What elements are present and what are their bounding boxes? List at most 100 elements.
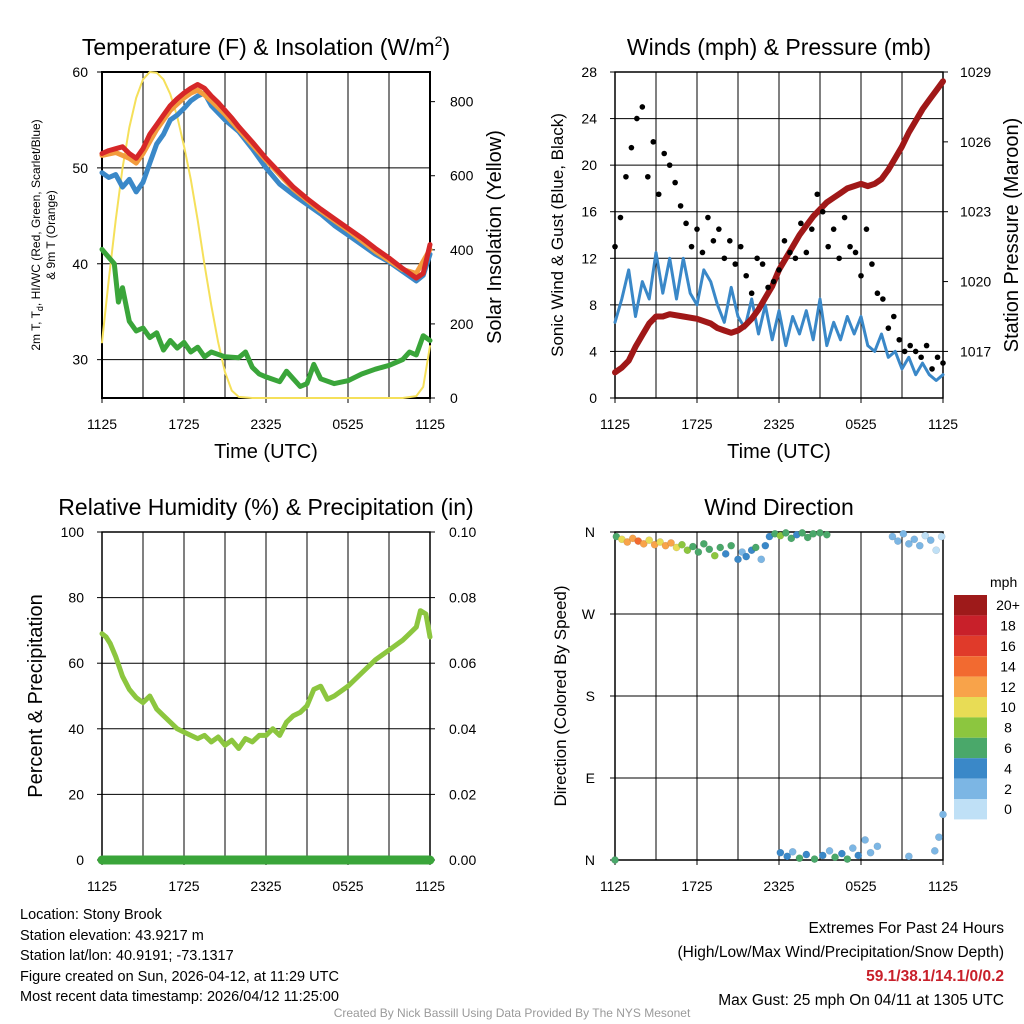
winds-gust-point <box>688 243 695 250</box>
winds-xtick-label: 1125 <box>600 416 630 432</box>
direction-point <box>689 542 697 551</box>
direction-point <box>904 539 913 548</box>
direction-ylabel: Direction (Colored By Speed) <box>551 585 570 806</box>
direction-ytick-label: N <box>585 852 595 868</box>
winds-gust-point <box>628 144 635 151</box>
temperature-y2tick-label: 200 <box>450 316 474 332</box>
direction-point <box>699 539 708 548</box>
created-label: Figure created on Sun, 2026-04-12, at 11… <box>20 968 339 985</box>
winds-gust-point <box>650 139 657 145</box>
colorbar-swatch <box>954 595 987 616</box>
temperature-title-text: Temperature (F) & Insolation (W/m <box>82 34 435 60</box>
winds-xtick-label: 1125 <box>928 416 958 432</box>
winds-gust-point <box>759 261 766 267</box>
temperature-y2tick-label: 600 <box>450 168 474 184</box>
colorbar-swatch <box>954 656 987 677</box>
temperature-y2tick-label: 0 <box>450 390 458 406</box>
humidity-xtick-label: 1725 <box>168 878 199 894</box>
winds-y2tick-label: 1023 <box>960 204 991 220</box>
colorbar-label: 16 <box>1000 638 1016 654</box>
temperature-ylabel-suffix: , HI/WC (Red, Green, Scarlet/Blue) <box>29 119 43 306</box>
direction-colorbar: mph 20+ 18 16 14 12 10 8 6 4 2 0 <box>954 574 1020 820</box>
humidity-xtick-label: 2325 <box>250 878 281 894</box>
direction-xtick-label: 1725 <box>681 878 712 894</box>
winds-gust-point <box>847 243 853 250</box>
direction-point <box>787 534 796 543</box>
winds-y2tick-label: 1017 <box>960 343 991 359</box>
winds-gust-point <box>923 342 930 349</box>
direction-point <box>935 833 943 842</box>
direction-point <box>645 536 654 545</box>
winds-gust-point <box>737 243 744 250</box>
humidity-ytick-label: 100 <box>61 524 85 540</box>
winds-y2tick-label: 1029 <box>960 64 991 80</box>
temperature-ylabel-sub: d <box>35 306 45 311</box>
winds-gust-point <box>896 336 903 343</box>
direction-point <box>915 541 924 550</box>
winds-gust-point <box>705 214 711 221</box>
winds-gust-point <box>830 226 837 232</box>
winds-gust-point <box>792 255 799 262</box>
winds-gust-point <box>781 238 788 244</box>
direction-point <box>656 538 664 546</box>
direction-point <box>639 539 648 548</box>
direction-point <box>742 552 751 561</box>
humidity-ylabel: Percent & Precipitation <box>25 594 47 797</box>
direction-point <box>803 533 812 542</box>
winds-title-text: Winds (mph) & Pressure (mb) <box>627 34 931 60</box>
direction-point <box>683 546 692 555</box>
direction-point <box>921 531 930 540</box>
winds-gust-point <box>617 214 624 221</box>
temperature-y2label: Solar Insolation (Yellow) <box>484 130 506 344</box>
temperature-xtick-label: 1125 <box>87 416 117 432</box>
winds-gust-point <box>677 203 684 209</box>
winds-y2label: Station Pressure (Maroon) <box>1001 118 1023 353</box>
winds-axes: 1125 1725 2325 0525 1125 Winds (mph) & Pressu… <box>548 34 1023 463</box>
temperature-title-close: ) <box>442 34 450 60</box>
temperature-xtick-label: 2325 <box>250 416 281 432</box>
direction-point <box>761 541 770 550</box>
temperature-ylabel-line1: 2m T, Td, HI/WC (Red, Green, Scarlet/Blu… <box>29 119 45 350</box>
credit-line: Created By Nick Bassill Using Data Provi… <box>333 1006 691 1020</box>
winds-y2tick-label: 1026 <box>960 134 991 150</box>
humidity-y2tick-label: 0.00 <box>449 852 476 868</box>
direction-point <box>667 539 675 547</box>
direction-point <box>795 854 804 863</box>
direction-point <box>818 851 827 860</box>
colorbar-label: 0 <box>1004 801 1012 817</box>
winds-gust-point <box>634 115 640 122</box>
winds-ytick-label: 12 <box>581 250 597 266</box>
direction-point <box>802 850 811 859</box>
direction-xtick-label: 0525 <box>845 878 876 894</box>
temperature-series-2m-t <box>99 82 433 281</box>
colorbar-swatch <box>954 737 987 759</box>
direction-point <box>705 545 714 554</box>
winds-gust-point <box>743 272 749 279</box>
humidity-series-rh <box>99 608 433 751</box>
colorbar-label: 4 <box>1004 760 1012 776</box>
winds-gust-point <box>612 243 618 250</box>
winds-ytick-label: 28 <box>581 64 597 80</box>
latlon-label: Station lat/lon: 40.9191; -73.1317 <box>20 948 234 964</box>
winds-xtick-label: 2325 <box>763 416 794 432</box>
colorbar-label: 20+ <box>996 597 1020 613</box>
direction-point <box>798 529 807 537</box>
humidity-ytick-label: 60 <box>68 655 84 671</box>
temperature-title: Temperature (F) & Insolation (W/m2) <box>82 33 450 60</box>
colorbar-swatch <box>954 758 987 779</box>
direction-point <box>783 852 792 861</box>
direction-point <box>930 847 939 855</box>
winds-gust-point <box>787 249 793 256</box>
direction-point <box>894 537 902 545</box>
humidity-xtick-label: 1125 <box>415 878 445 894</box>
direction-ytick-label: N <box>585 524 595 540</box>
winds-gust-point <box>891 313 897 320</box>
direction-point <box>843 855 852 863</box>
recent-data-label: Most recent data timestamp: 2026/04/12 1… <box>20 989 339 1005</box>
winds-ytick-label: 16 <box>581 204 597 220</box>
winds-gust-point <box>901 348 908 355</box>
direction-point <box>757 555 766 564</box>
direction-point <box>854 851 863 860</box>
direction-point <box>831 853 839 862</box>
winds-gust-point <box>727 238 733 244</box>
